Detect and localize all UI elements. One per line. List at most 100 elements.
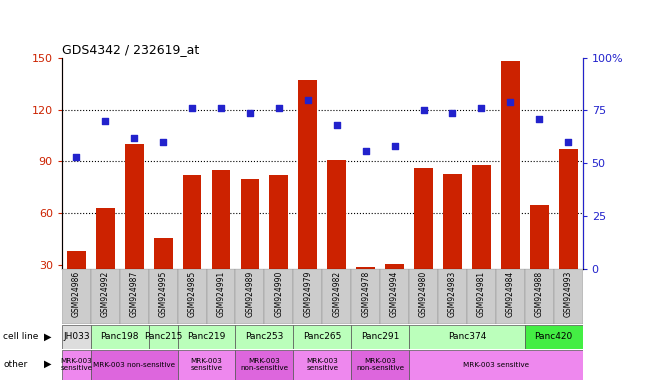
Text: MRK-003
sensitive: MRK-003 sensitive <box>191 358 223 371</box>
Text: GSM924995: GSM924995 <box>159 270 167 317</box>
Bar <box>90 269 120 324</box>
Point <box>505 99 516 105</box>
Text: MRK-003
non-sensitive: MRK-003 non-sensitive <box>356 358 404 371</box>
Text: GSM924980: GSM924980 <box>419 270 428 317</box>
Bar <box>356 267 375 317</box>
Bar <box>178 350 236 379</box>
Bar <box>351 350 409 379</box>
Bar <box>264 269 294 324</box>
Text: MRK-003
non-sensitive: MRK-003 non-sensitive <box>240 358 288 371</box>
Text: GSM924991: GSM924991 <box>217 270 225 317</box>
Bar <box>206 269 236 324</box>
Point <box>273 105 284 111</box>
Bar <box>148 325 178 349</box>
Bar <box>90 350 178 379</box>
Bar <box>351 269 380 324</box>
Bar <box>236 350 294 379</box>
Text: GSM924984: GSM924984 <box>506 270 515 317</box>
Bar <box>559 149 577 317</box>
Text: ▶: ▶ <box>44 359 51 369</box>
Text: GSM924994: GSM924994 <box>390 270 399 317</box>
Bar <box>501 61 519 317</box>
Bar <box>67 252 86 317</box>
Bar <box>96 208 115 317</box>
Point <box>245 109 255 116</box>
Bar <box>270 175 288 317</box>
Text: Panc219: Panc219 <box>187 333 226 341</box>
Bar <box>62 325 90 349</box>
Bar <box>236 269 264 324</box>
Bar <box>525 325 583 349</box>
Point <box>447 109 458 116</box>
Bar <box>409 350 583 379</box>
Point <box>187 105 197 111</box>
Text: Panc215: Panc215 <box>144 333 182 341</box>
Point <box>534 116 544 122</box>
Text: Panc374: Panc374 <box>448 333 486 341</box>
Bar <box>62 269 90 324</box>
Text: Panc265: Panc265 <box>303 333 341 341</box>
Bar <box>351 325 409 349</box>
Bar <box>385 263 404 317</box>
Text: GDS4342 / 232619_at: GDS4342 / 232619_at <box>62 43 199 56</box>
Bar <box>294 269 322 324</box>
Text: MRK-003 non-sensitive: MRK-003 non-sensitive <box>93 362 175 368</box>
Bar <box>414 169 433 317</box>
Text: other: other <box>3 359 27 369</box>
Bar <box>327 160 346 317</box>
Point <box>419 108 429 114</box>
Bar <box>294 325 351 349</box>
Text: cell line: cell line <box>3 332 38 341</box>
Bar <box>467 269 496 324</box>
Text: MRK-003
sensitive: MRK-003 sensitive <box>306 358 339 371</box>
Text: Panc253: Panc253 <box>245 333 284 341</box>
Text: MRK-003
sensitive: MRK-003 sensitive <box>61 358 92 371</box>
Text: GSM924992: GSM924992 <box>101 270 110 317</box>
Bar <box>554 269 583 324</box>
Text: GSM924985: GSM924985 <box>187 270 197 317</box>
Text: GSM924987: GSM924987 <box>130 270 139 317</box>
Text: GSM924990: GSM924990 <box>274 270 283 317</box>
Bar <box>148 269 178 324</box>
Bar <box>298 80 317 317</box>
Bar <box>472 165 491 317</box>
Point <box>361 147 371 154</box>
Text: GSM924982: GSM924982 <box>332 270 341 316</box>
Text: Panc291: Panc291 <box>361 333 399 341</box>
Point <box>71 154 81 160</box>
Text: GSM924978: GSM924978 <box>361 270 370 317</box>
Point <box>331 122 342 128</box>
Point <box>563 139 574 145</box>
Point <box>158 139 169 145</box>
Text: JH033: JH033 <box>63 333 90 341</box>
Point <box>303 97 313 103</box>
Bar <box>178 325 236 349</box>
Text: GSM924983: GSM924983 <box>448 270 457 317</box>
Text: GSM924986: GSM924986 <box>72 270 81 317</box>
Bar <box>530 205 549 317</box>
Bar <box>443 174 462 317</box>
Bar <box>294 350 351 379</box>
Bar <box>240 179 259 317</box>
Bar <box>380 269 409 324</box>
Bar <box>212 170 230 317</box>
Bar <box>125 144 144 317</box>
Point <box>129 135 139 141</box>
Bar <box>496 269 525 324</box>
Bar <box>62 350 90 379</box>
Bar <box>120 269 148 324</box>
Bar <box>525 269 554 324</box>
Text: GSM924993: GSM924993 <box>564 270 573 317</box>
Bar <box>438 269 467 324</box>
Text: GSM924979: GSM924979 <box>303 270 312 317</box>
Bar <box>236 325 294 349</box>
Text: GSM924989: GSM924989 <box>245 270 255 317</box>
Text: Panc198: Panc198 <box>100 333 139 341</box>
Bar <box>322 269 351 324</box>
Text: MRK-003 sensitive: MRK-003 sensitive <box>463 362 529 368</box>
Point <box>215 105 226 111</box>
Bar <box>409 325 525 349</box>
Bar <box>90 325 148 349</box>
Bar <box>409 269 438 324</box>
Bar <box>183 175 201 317</box>
